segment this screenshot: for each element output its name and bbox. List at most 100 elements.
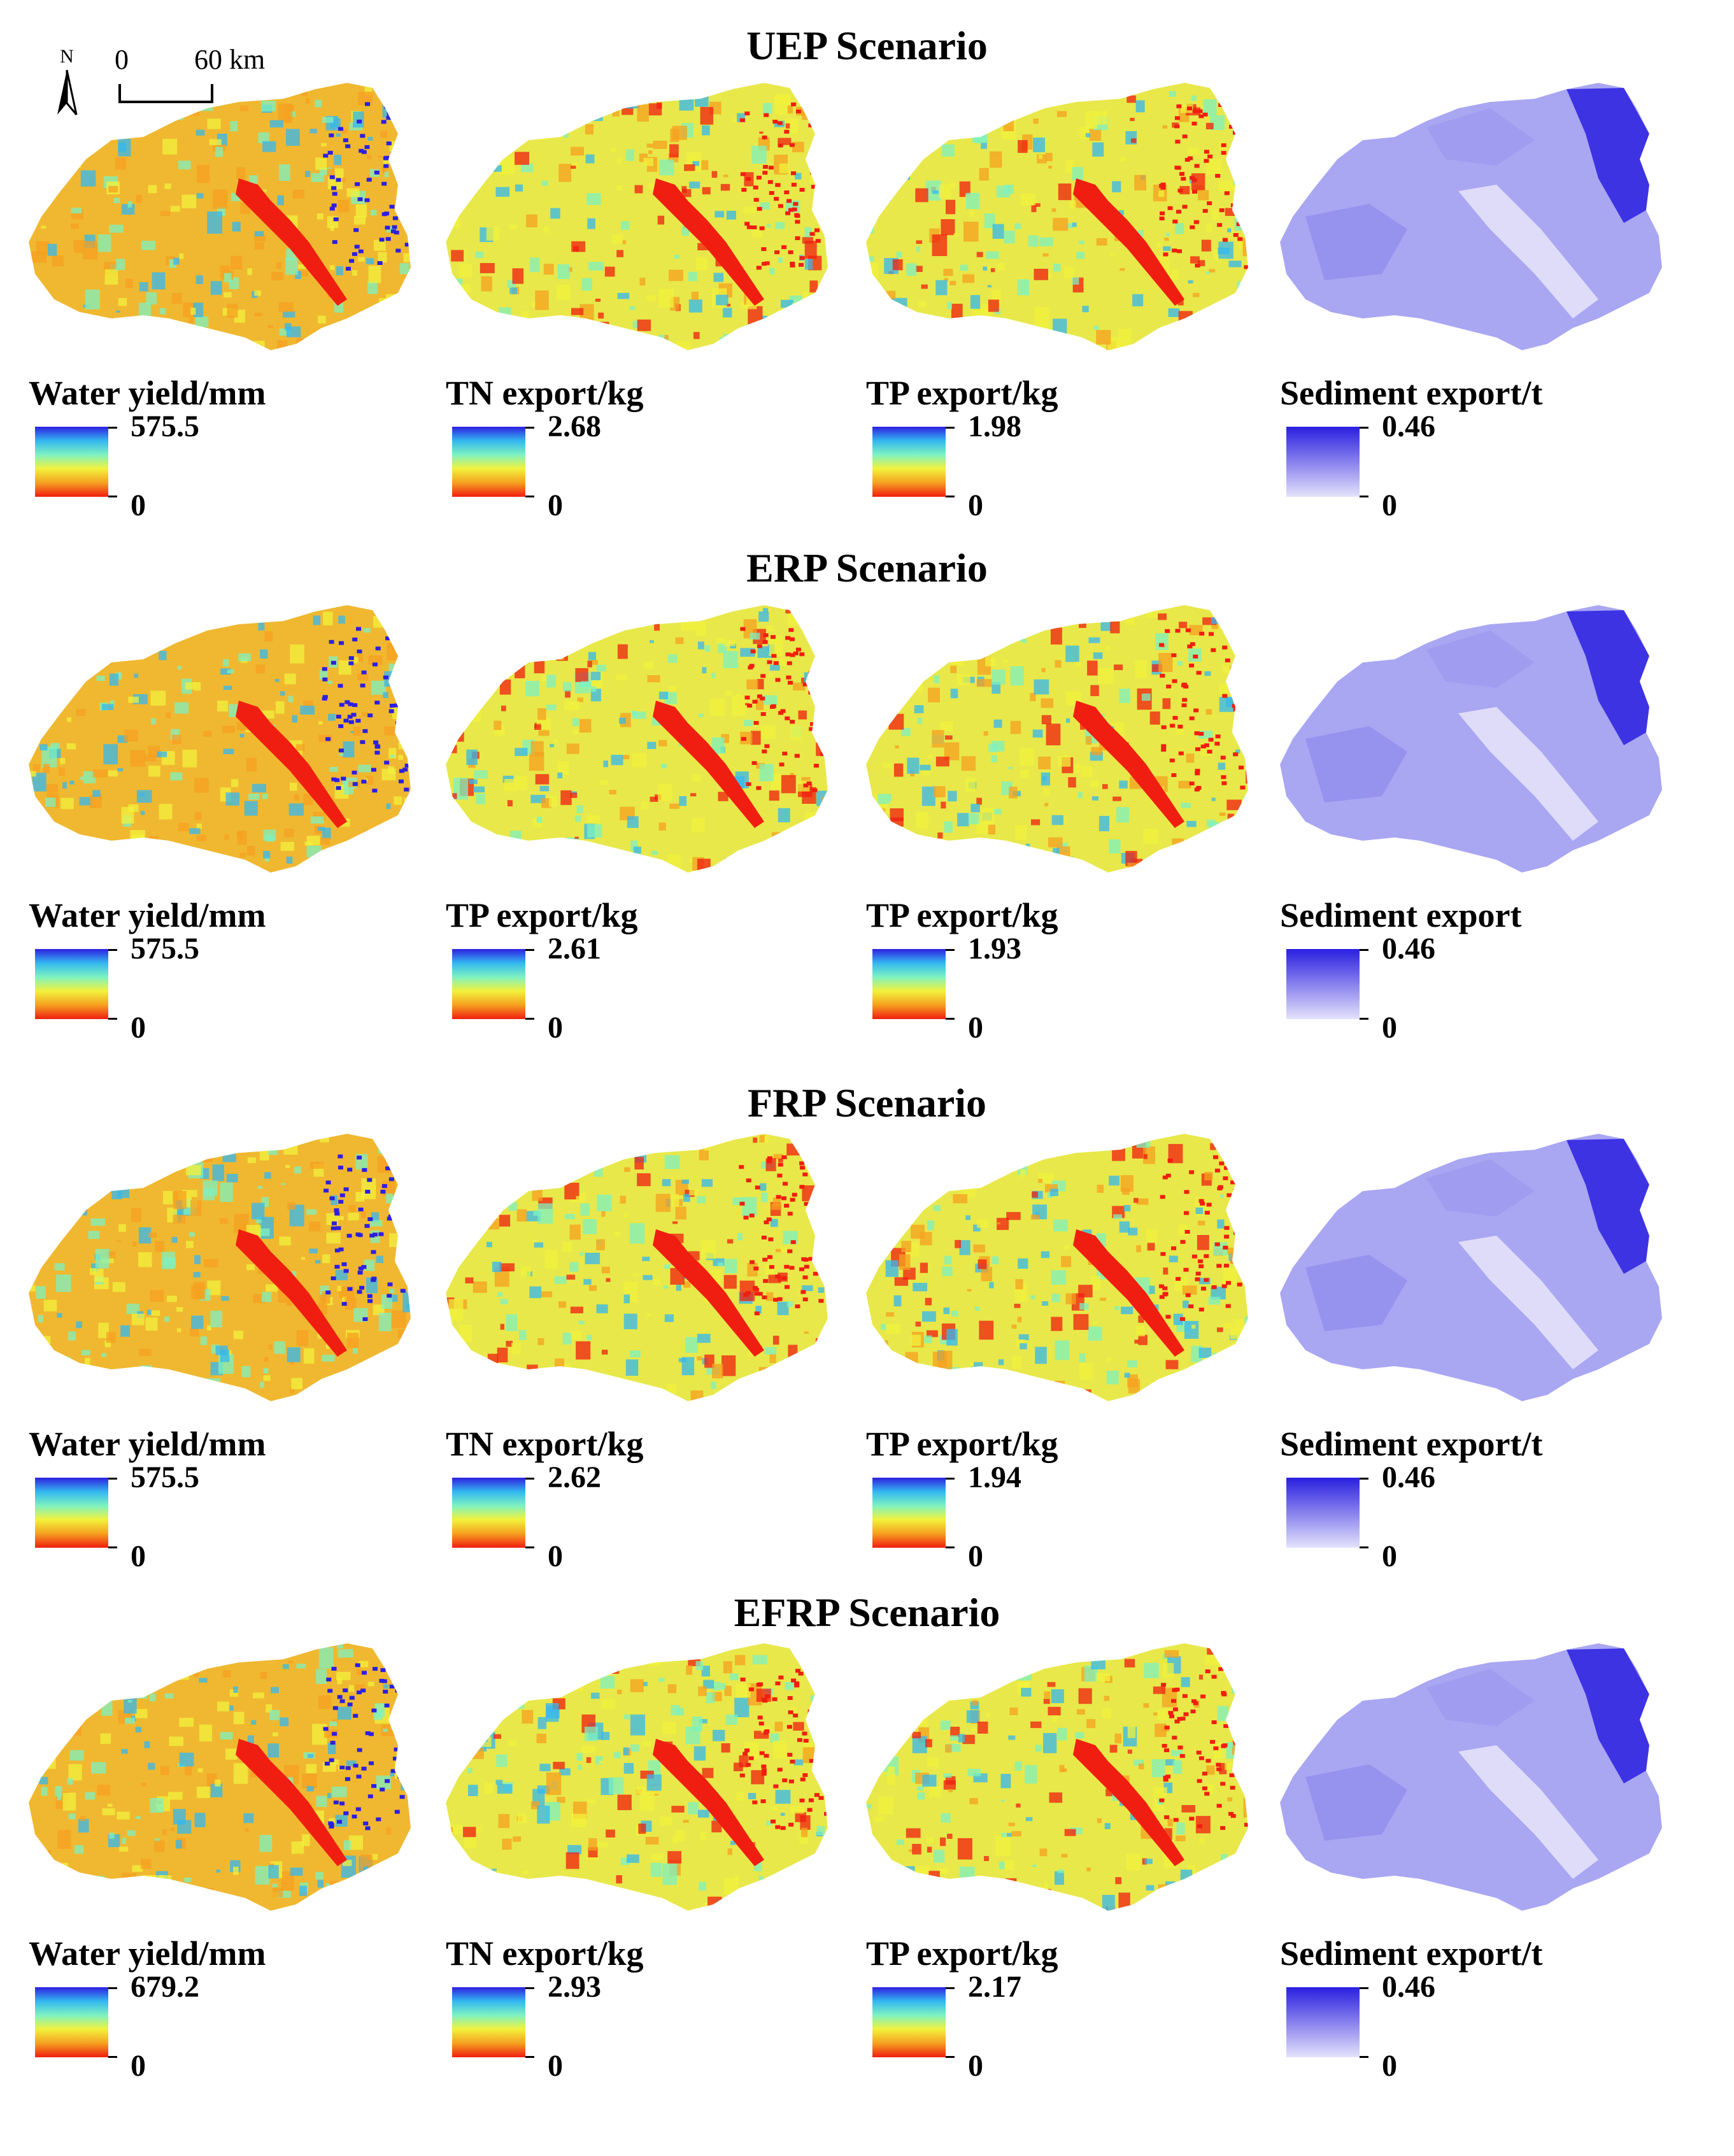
raster-patch (338, 1247, 344, 1252)
raster-patch (381, 1679, 387, 1683)
raster-patch (546, 90, 558, 104)
raster-patch (272, 1732, 278, 1737)
legend-title: TN export/kg (446, 1425, 644, 1463)
raster-patch (818, 1713, 824, 1718)
raster-patch (903, 1866, 915, 1874)
raster-patch (1042, 253, 1049, 257)
raster-patch (944, 278, 948, 282)
raster-patch (788, 250, 793, 255)
raster-patch (763, 608, 768, 612)
raster-patch (479, 158, 491, 173)
raster-patch (534, 660, 545, 674)
raster-patch (700, 1240, 716, 1259)
raster-patch (463, 1827, 476, 1838)
raster-patch (711, 346, 722, 350)
raster-patch (565, 1852, 579, 1869)
watershed-map (29, 1134, 411, 1401)
raster-patch (1190, 1710, 1196, 1713)
raster-patch (808, 123, 814, 127)
raster-patch (334, 778, 340, 782)
raster-patch (672, 1836, 678, 1844)
raster-patch (69, 1365, 73, 1368)
raster-patch (164, 183, 171, 189)
raster-patch (328, 713, 336, 721)
raster-patch (73, 239, 84, 253)
raster-patch (306, 845, 322, 858)
raster-patch (144, 839, 155, 845)
raster-patch (788, 1822, 794, 1827)
raster-patch (38, 342, 51, 350)
raster-patch (616, 250, 623, 257)
raster-patch (306, 1209, 316, 1215)
raster-patch (750, 731, 761, 745)
raster-patch (944, 1255, 952, 1265)
raster-patch (1008, 1822, 1015, 1827)
raster-patch (584, 1895, 595, 1904)
raster-patch (488, 1140, 499, 1149)
raster-patch (537, 1717, 547, 1729)
raster-patch (578, 1320, 585, 1325)
raster-patch (501, 1392, 509, 1400)
raster-patch (869, 681, 882, 690)
raster-patch (811, 328, 817, 334)
raster-patch (341, 776, 346, 781)
raster-patch (362, 1671, 367, 1675)
raster-patch (353, 727, 361, 736)
raster-patch (1206, 1874, 1221, 1887)
raster-patch (907, 1710, 914, 1715)
raster-patch (448, 1827, 453, 1832)
raster-patch (897, 180, 902, 185)
raster-patch (1043, 1732, 1057, 1753)
raster-patch (390, 1722, 399, 1729)
raster-patch (1231, 1678, 1247, 1694)
raster-patch (1199, 325, 1209, 336)
raster-patch (577, 697, 583, 703)
raster-patch (306, 1786, 315, 1792)
raster-patch (994, 1908, 1010, 1911)
raster-patch (1181, 803, 1191, 808)
raster-patch (209, 139, 222, 145)
raster-patch (398, 1159, 404, 1163)
legend-min-label: 0 (131, 489, 146, 522)
raster-patch (336, 133, 341, 137)
raster-patch (1106, 1370, 1119, 1385)
raster-patch (780, 1813, 785, 1816)
raster-patch (212, 189, 228, 209)
sub-basin (1567, 88, 1649, 223)
raster-patch (71, 653, 76, 659)
raster-patch (551, 116, 565, 127)
raster-patch (367, 713, 373, 718)
raster-patch (886, 836, 899, 846)
raster-patch (290, 111, 295, 117)
raster-patch (1004, 230, 1015, 244)
raster-patch (1090, 685, 1099, 696)
raster-patch (942, 1892, 949, 1896)
raster-patch (810, 1695, 818, 1702)
raster-patch (170, 1827, 175, 1832)
raster-patch (287, 1202, 296, 1210)
raster-patch (807, 1808, 813, 1812)
raster-patch (292, 1271, 297, 1277)
raster-patch (786, 199, 792, 203)
raster-patch (1237, 1174, 1243, 1178)
raster-patch (928, 653, 944, 661)
raster-patch (746, 225, 752, 229)
raster-patch (950, 664, 957, 673)
raster-patch (348, 1902, 354, 1910)
raster-patch (1000, 1896, 1007, 1906)
raster-patch (576, 1753, 583, 1761)
raster-patch (1189, 663, 1195, 668)
raster-patch (808, 671, 814, 675)
raster-patch (48, 243, 57, 256)
raster-patch (389, 1233, 404, 1247)
raster-patch (112, 1281, 125, 1292)
raster-patch (659, 1816, 672, 1825)
raster-patch (741, 188, 747, 192)
raster-patch (364, 862, 375, 868)
raster-patch (288, 1660, 294, 1664)
raster-patch (1219, 812, 1226, 817)
raster-patch (878, 1796, 894, 1815)
raster-patch (593, 1166, 603, 1177)
raster-patch (818, 1299, 824, 1303)
legend-tick (946, 427, 955, 429)
